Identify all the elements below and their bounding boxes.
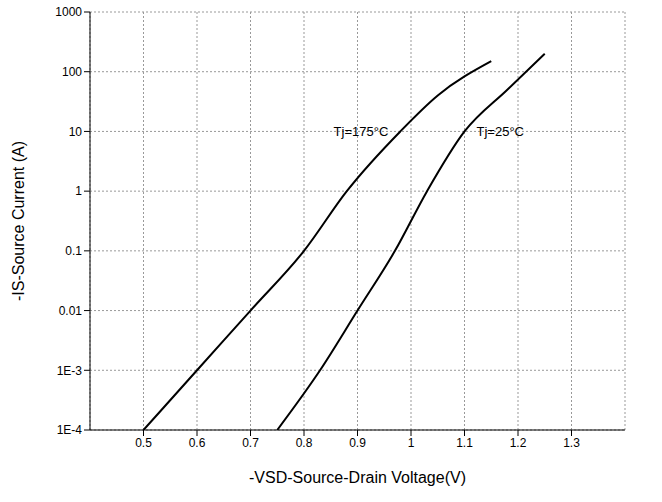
- svg-text:-VSD-Source-Drain Voltage(V): -VSD-Source-Drain Voltage(V): [249, 469, 466, 486]
- svg-text:0.01: 0.01: [59, 304, 83, 318]
- svg-text:1.2: 1.2: [510, 436, 527, 450]
- svg-text:10: 10: [69, 125, 83, 139]
- svg-text:0.5: 0.5: [135, 436, 152, 450]
- svg-text:Tj=175°C: Tj=175°C: [334, 124, 389, 139]
- svg-text:1000: 1000: [55, 5, 82, 19]
- svg-text:1.1: 1.1: [456, 436, 473, 450]
- svg-text:Tj=25°C: Tj=25°C: [477, 124, 524, 139]
- svg-text:1E-3: 1E-3: [57, 364, 83, 378]
- svg-text:0.6: 0.6: [189, 436, 206, 450]
- svg-text:-IS-Source Current (A): -IS-Source Current (A): [10, 141, 27, 301]
- svg-text:100: 100: [62, 65, 82, 79]
- svg-text:0.8: 0.8: [296, 436, 313, 450]
- svg-text:1E-4: 1E-4: [57, 423, 83, 437]
- svg-text:1: 1: [408, 436, 415, 450]
- svg-text:1.3: 1.3: [563, 436, 580, 450]
- svg-text:0.9: 0.9: [349, 436, 366, 450]
- svg-text:1: 1: [75, 184, 82, 198]
- svg-text:0.7: 0.7: [242, 436, 259, 450]
- svg-text:0.1: 0.1: [65, 244, 82, 258]
